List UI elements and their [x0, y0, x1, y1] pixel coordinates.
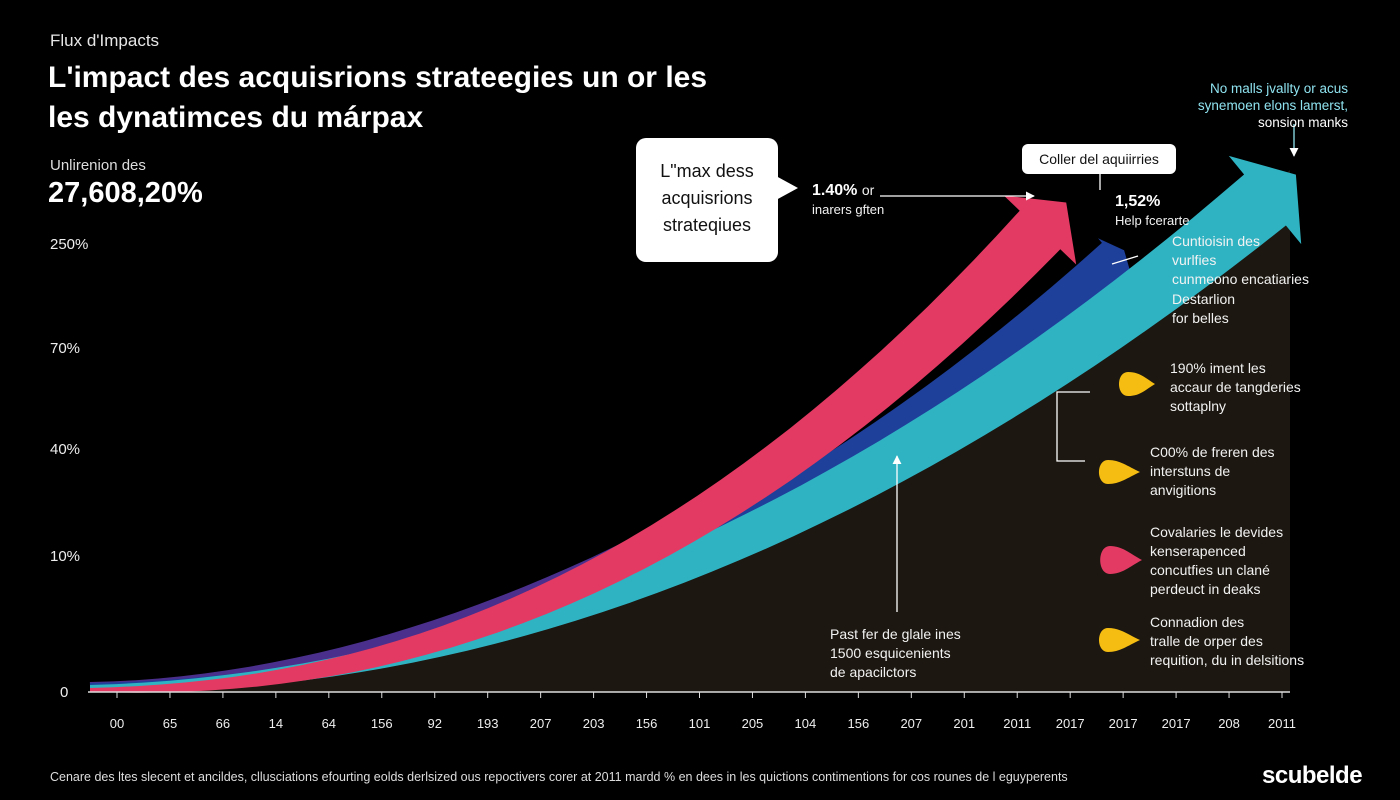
x-tick-label: 104 [795, 716, 817, 731]
chart-title: L'impact des acquisrions strateegies un … [48, 58, 808, 138]
annotation-line: for belles [1172, 310, 1229, 326]
y-tick-label: 0 [60, 684, 69, 701]
annotation-line: perdeuct in deaks [1150, 581, 1261, 597]
bullet-marker-yellow [1119, 372, 1155, 396]
annotation-line: sottaplny [1170, 398, 1227, 414]
annotation-pct-a-suffix: or [861, 182, 875, 198]
bullet-marker-pink [1100, 546, 1142, 574]
annotation-line: Covalaries le devides [1150, 524, 1284, 540]
annotation-bottom: Past fer de glale ines 1500 esquicenient… [830, 625, 961, 682]
annotation-line: Past fer de glale ines [830, 626, 961, 642]
callout-pointer [776, 176, 798, 200]
summary-value: 27,608,20% [48, 177, 203, 209]
y-tick-label: 10% [50, 548, 81, 565]
callout-box-mini: Coller del aquiirries [1022, 144, 1176, 174]
annotation-pct-b-sub: Help fcerarte [1115, 213, 1190, 228]
x-tick-label: 203 [583, 716, 605, 731]
bullet-marker-yellow [1099, 628, 1140, 652]
connector-line [1111, 255, 1139, 265]
annotation-pct-a-sub: inarers gften [812, 202, 885, 217]
callout-line: acquisrions [661, 188, 753, 208]
x-tick-label: 156 [848, 716, 870, 731]
x-tick-label: 14 [269, 716, 283, 731]
chart-kicker: Flux d'Impacts [50, 31, 160, 50]
area-fill [90, 170, 1290, 692]
annotation-line: vurlfies [1172, 252, 1217, 268]
x-axis-ticks: 00 65 66 14 64 156 92 193 207 203 156 101 205 104 156 2… [110, 692, 1296, 731]
annotation-pct-b: 1,52% Help fcerarte [1115, 193, 1189, 230]
annotation-pct-a: 1.40% or inarers gften [812, 181, 884, 219]
x-tick-label: 00 [110, 716, 124, 731]
y-tick-label: 250% [50, 236, 89, 253]
x-tick-label: 193 [477, 716, 499, 731]
x-tick-label: 64 [322, 716, 336, 731]
annotation-line: Cuntioisin des [1172, 233, 1260, 249]
annotation-line: Connadion des [1150, 614, 1245, 630]
annotation-dest: Destarlion for belles [1172, 290, 1235, 328]
annotation-line: Destarlion [1172, 291, 1236, 307]
annotation-pct-b-value: 1,52% [1115, 193, 1161, 210]
callout-box-main: L"max dess acquisrions strateqiues [636, 138, 778, 262]
annotation-line: anvigitions [1150, 482, 1217, 498]
x-tick-label: 2017 [1056, 716, 1085, 731]
brand-logo-text: scubelde [1262, 762, 1363, 789]
annotation-line: synemoen elons lamerst, [1197, 98, 1348, 113]
callout-line: strateqiues [662, 215, 752, 235]
x-tick-label: 65 [163, 716, 177, 731]
x-tick-label: 66 [216, 716, 230, 731]
x-tick-label: 207 [530, 716, 552, 731]
callout-line: L"max dess [660, 161, 754, 181]
x-tick-label: 2011 [1268, 716, 1296, 731]
annotation-line: C00% de freren des [1150, 444, 1275, 460]
x-tick-label: 205 [742, 716, 764, 731]
bracket-line [1056, 391, 1090, 462]
annotation-bullet-4: Connadion des tralle de orper des requit… [1150, 613, 1304, 670]
annotation-line: concutfies un clané [1150, 562, 1270, 578]
x-tick-label: 2017 [1109, 716, 1138, 731]
annotation-line: No malls jvallty or acus [1209, 81, 1348, 96]
x-tick-label: 2017 [1162, 716, 1191, 731]
chart-title-line-2: les dynatimces du márpax [48, 101, 424, 134]
series-bands [89, 155, 1302, 693]
x-tick-label: 156 [371, 716, 393, 731]
y-tick-label: 40% [50, 441, 81, 458]
series-band-pink [90, 195, 1077, 693]
annotation-top-right: No malls jvallty or acus synemoen elons … [1178, 80, 1348, 131]
annotation-line: tralle de orper des [1150, 633, 1263, 649]
annotation-line: 190% iment les [1170, 360, 1266, 376]
footer-note: Cenare des ltes slecent et ancildes, cll… [50, 770, 1068, 784]
x-tick-label: 201 [953, 716, 975, 731]
annotation-cluster: Cuntioisin des vurlfies cunmeono encatia… [1172, 232, 1309, 289]
annotation-bullet-1: 190% iment les accaur de tangderies sott… [1170, 359, 1301, 416]
x-tick-label: 101 [689, 716, 711, 731]
x-tick-label: 207 [900, 716, 922, 731]
x-tick-label: 92 [427, 716, 441, 731]
annotation-line: de apacilctors [830, 664, 917, 680]
annotation-line: accaur de tangderies [1170, 379, 1301, 395]
summary-label: Unlirenion des [50, 157, 146, 174]
annotation-line: sonsion manks [1257, 115, 1348, 130]
y-tick-label: 70% [50, 340, 81, 357]
chart-title-line-1: L'impact des acquisrions strateegies un … [48, 61, 708, 94]
annotation-line: interstuns de [1150, 463, 1231, 479]
annotation-line: requition, du in delsitions [1150, 652, 1305, 668]
annotation-bullet-3: Covalaries le devides kenserapenced conc… [1150, 523, 1283, 599]
annotation-bullet-2: C00% de freren des interstuns de anvigit… [1150, 443, 1275, 500]
x-tick-label: 208 [1218, 716, 1240, 731]
x-tick-label: 2011 [1003, 716, 1031, 731]
x-tick-label: 156 [636, 716, 658, 731]
annotation-line: kenserapenced [1150, 543, 1246, 559]
bullet-marker-yellow [1099, 460, 1140, 484]
annotation-pct-a-value: 1.40% [812, 182, 858, 199]
annotation-line: 1500 esquicenients [830, 645, 951, 661]
annotation-line: cunmeono encatiaries [1172, 271, 1309, 287]
